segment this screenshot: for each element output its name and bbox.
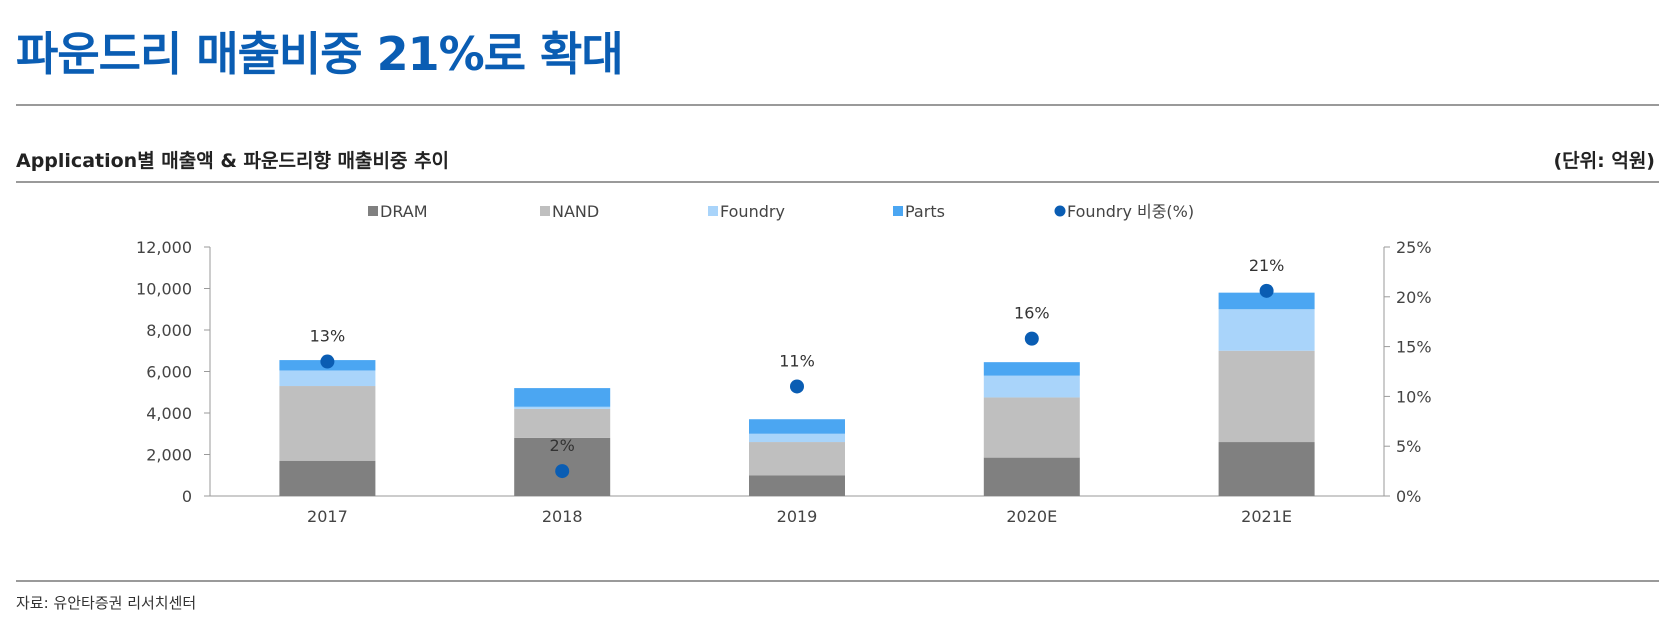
share-point — [555, 464, 570, 479]
y-left-tick-label: 10,000 — [136, 280, 192, 299]
y-right-tick-label: 10% — [1396, 387, 1432, 406]
bar-foundry — [1218, 309, 1315, 351]
chart-legend: DRAM NAND Foundry Parts Foundry 비중(%) — [368, 202, 1194, 221]
share-data-label: 13% — [310, 327, 346, 346]
footer-divider — [16, 580, 1659, 582]
y-right-tick-label: 15% — [1396, 338, 1432, 357]
legend-label: Parts — [905, 202, 945, 221]
bar-dram — [749, 475, 845, 496]
subtitle-divider — [16, 181, 1659, 183]
legend-swatch-nand — [540, 206, 550, 216]
y-right-tick-label: 0% — [1396, 487, 1421, 506]
share-points: 13% 2% 11% 16% 21% — [310, 256, 1285, 479]
bar-dram — [279, 460, 376, 496]
legend-swatch-parts — [893, 206, 903, 216]
bar-foundry — [983, 375, 1080, 398]
chart-subtitle: Application별 매출액 & 파운드리향 매출비중 추이 — [16, 150, 450, 172]
y-left-tick-label: 12,000 — [136, 238, 192, 257]
share-point — [1259, 283, 1274, 298]
share-data-label: 16% — [1014, 304, 1050, 323]
bar-parts — [1218, 292, 1315, 310]
y-left-tick-label: 6,000 — [146, 363, 192, 382]
unit-label: (단위: 억원) — [1553, 150, 1655, 172]
bar-parts — [514, 388, 611, 407]
title-divider — [16, 104, 1659, 106]
y-left-tick-label: 2,000 — [146, 446, 192, 465]
share-point — [320, 354, 335, 369]
y-right-tick-label: 25% — [1396, 238, 1432, 257]
legend-marker-share — [1054, 205, 1066, 217]
y-left-tick-label: 0 — [182, 487, 192, 506]
bar-nand — [749, 442, 845, 476]
legend-label: DRAM — [380, 202, 428, 221]
share-data-label: 21% — [1249, 256, 1285, 275]
bar-foundry — [749, 433, 845, 443]
bar-nand — [983, 397, 1080, 458]
legend-swatch-foundry — [708, 206, 718, 216]
chart-axes: 0 2,000 4,000 6,000 8,000 10,000 12,000 0% 5% 10%… — [136, 238, 1432, 526]
source-note: 자료: 유안타증권 리서치센터 — [16, 594, 197, 612]
x-tick-label: 2021E — [1241, 507, 1292, 526]
share-data-label: 11% — [779, 351, 815, 370]
bar-parts — [983, 362, 1080, 376]
x-tick-label: 2018 — [542, 507, 583, 526]
bar-nand — [1218, 350, 1315, 443]
bar-nand — [279, 386, 376, 461]
legend-label: NAND — [552, 202, 599, 221]
y-left-tick-label: 8,000 — [146, 321, 192, 340]
y-left-tick-label: 4,000 — [146, 404, 192, 423]
legend-swatch-dram — [368, 206, 378, 216]
share-point — [790, 379, 804, 394]
bar-dram — [1218, 442, 1315, 496]
page-title: 파운드리 매출비중 21%로 확대 — [16, 27, 624, 81]
y-right-tick-label: 5% — [1396, 437, 1421, 456]
bar-dram — [983, 457, 1080, 496]
x-tick-label: 2017 — [307, 507, 348, 526]
stacked-bar-chart: DRAM NAND Foundry Parts Foundry 비중(%) 0 2,000… — [136, 202, 1432, 526]
bar-nand — [514, 408, 611, 438]
legend-label: Foundry 비중(%) — [1067, 202, 1194, 221]
x-tick-label: 2020E — [1006, 507, 1057, 526]
y-right-tick-label: 20% — [1396, 288, 1432, 307]
legend-label: Foundry — [720, 202, 785, 221]
bar-foundry — [514, 406, 611, 409]
x-tick-label: 2019 — [777, 507, 818, 526]
bar-parts — [749, 419, 845, 434]
bar-foundry — [279, 370, 376, 387]
chart-bars — [279, 292, 1315, 496]
share-data-label: 2% — [550, 436, 575, 455]
share-point — [1024, 331, 1039, 346]
